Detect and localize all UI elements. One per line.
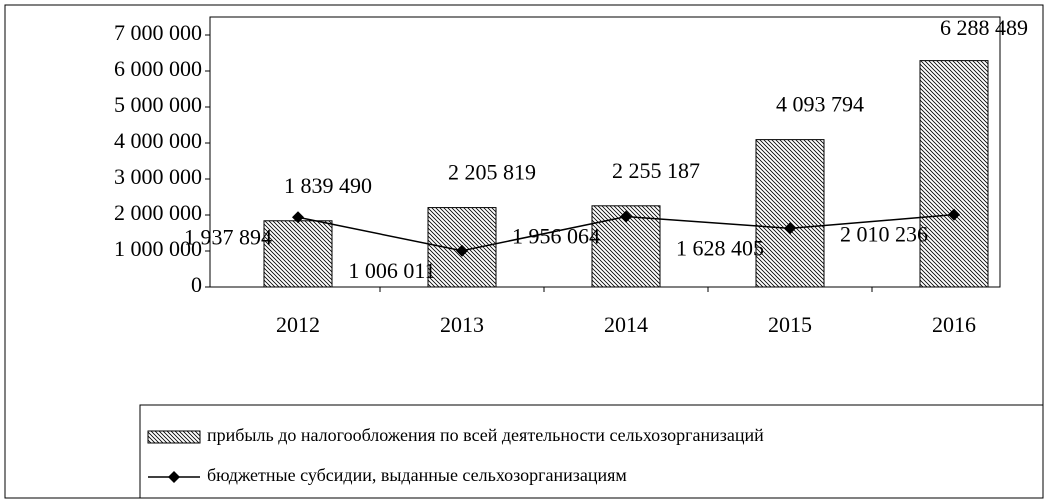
- line-value-label: 2 010 236: [840, 222, 928, 247]
- y-tick-label: 1 000 000: [114, 236, 202, 261]
- legend-border: [139, 404, 1044, 499]
- line-value-label: 1 006 011: [348, 258, 435, 283]
- y-tick-label: 0: [191, 272, 202, 297]
- bar-value-label: 4 093 794: [776, 92, 864, 117]
- line-marker: [620, 210, 632, 223]
- line-marker: [948, 208, 960, 221]
- legend: прибыль до налогообложения по всей деяте…: [147, 425, 764, 485]
- line-marker: [784, 222, 796, 235]
- y-tick-label: 4 000 000: [114, 128, 202, 153]
- line-value-label: 1 956 064: [512, 224, 600, 249]
- line-marker: [456, 244, 468, 257]
- bar: [919, 60, 989, 288]
- legend-swatch: [147, 430, 201, 444]
- line-marker: [292, 211, 304, 224]
- y-tick-label: 6 000 000: [114, 56, 202, 81]
- x-tick-label: 2013: [440, 312, 484, 337]
- bar-value-label: 2 255 187: [612, 158, 700, 183]
- x-tick-label: 2015: [768, 312, 812, 337]
- bar-value-label: 6 288 489: [940, 15, 1028, 40]
- legend-marker: [168, 471, 180, 483]
- bar-value-label: 1 839 490: [284, 173, 372, 198]
- x-tick-label: 2012: [276, 312, 320, 337]
- x-tick-label: 2016: [932, 312, 976, 337]
- bar: [755, 139, 825, 288]
- legend-label: бюджетные субсидии, выданные сельхозорга…: [207, 465, 627, 485]
- y-tick-label: 7 000 000: [114, 20, 202, 45]
- y-tick-label: 2 000 000: [114, 200, 202, 225]
- legend-label: прибыль до налогообложения по всей деяте…: [207, 425, 764, 445]
- x-tick-label: 2014: [604, 312, 648, 337]
- bar-value-label: 2 205 819: [448, 160, 536, 185]
- bar: [263, 220, 333, 288]
- line-value-label: 1 937 894: [184, 224, 272, 249]
- line-value-label: 1 628 405: [676, 235, 764, 260]
- y-tick-label: 5 000 000: [114, 92, 202, 117]
- y-tick-label: 3 000 000: [114, 164, 202, 189]
